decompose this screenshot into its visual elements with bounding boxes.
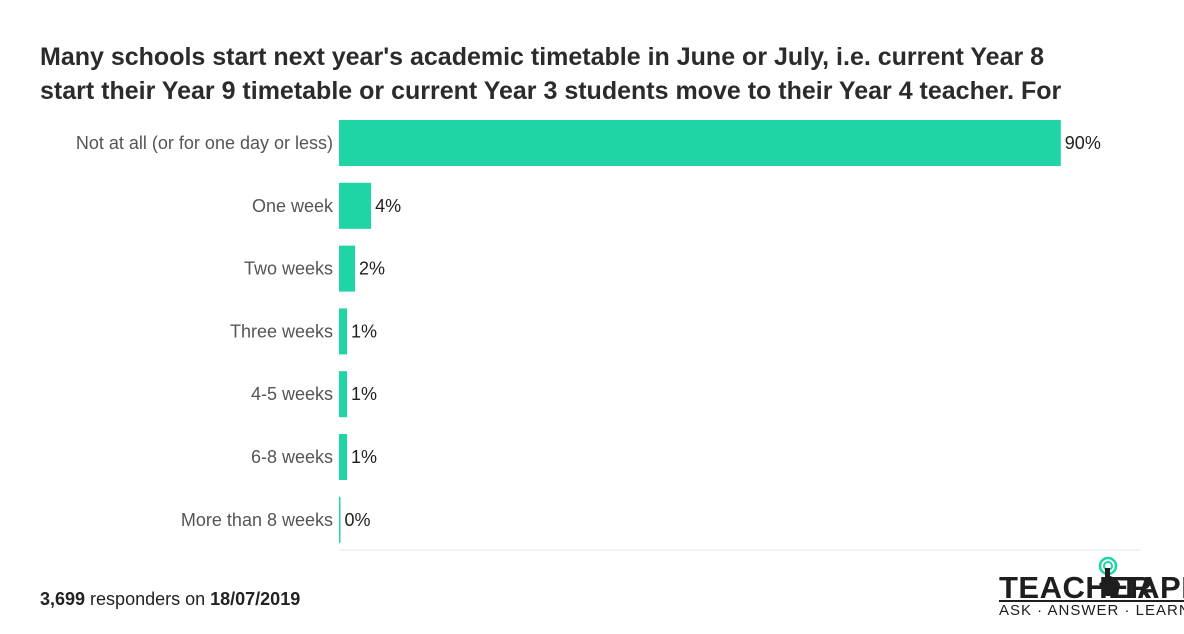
responders-date: 18/07/2019 <box>210 589 301 609</box>
category-label-2: Two weeks <box>244 259 333 279</box>
bar-5 <box>339 434 348 480</box>
category-label-3: Three weeks <box>230 321 333 341</box>
value-label-1: 4% <box>375 196 401 216</box>
bar-chart: Not at all (or for one day or less) 90% On… <box>76 120 1141 551</box>
logo-word-tapp: TAPP <box>1120 570 1184 605</box>
responders-text: responders on <box>85 589 211 609</box>
bar-2 <box>339 245 356 292</box>
value-label-6: 0% <box>345 510 371 530</box>
logo-tagline: ASK · ANSWER · LEARN <box>999 602 1184 619</box>
value-label-2: 2% <box>359 259 385 279</box>
value-label-4: 1% <box>351 384 377 404</box>
value-label-3: 1% <box>351 321 377 341</box>
responders-footer: 3,699 responders on 18/07/2019 <box>40 589 300 610</box>
category-label-4: 4-5 weeks <box>251 384 333 404</box>
bar-6 <box>339 496 341 543</box>
category-label-0: Not at all (or for one day or less) <box>76 133 333 153</box>
title-line-2: start their Year 9 timetable or current … <box>40 77 1062 105</box>
value-label-5: 1% <box>351 447 377 467</box>
chart-title: Many schools start next year's academic … <box>40 40 1180 108</box>
logo-divider <box>999 600 1184 602</box>
category-label-5: 6-8 weeks <box>251 447 333 467</box>
bar-4 <box>339 371 348 418</box>
logo-word-teacher: TEACHER <box>999 570 1153 605</box>
bar-3 <box>339 308 348 355</box>
category-label-6: More than 8 weeks <box>181 510 333 530</box>
teacher-tapp-logo: TEACHER TAPP ASK · ANSWER · LEARN <box>996 556 1184 626</box>
title-line-1: Many schools start next year's academic … <box>40 43 1045 71</box>
responders-count: 3,699 <box>40 589 86 609</box>
bar-0 <box>339 120 1061 166</box>
bar-1 <box>339 182 372 229</box>
value-label-0: 90% <box>1065 133 1101 153</box>
hand-pointer-icon <box>1098 556 1120 596</box>
category-label-1: One week <box>252 196 334 216</box>
